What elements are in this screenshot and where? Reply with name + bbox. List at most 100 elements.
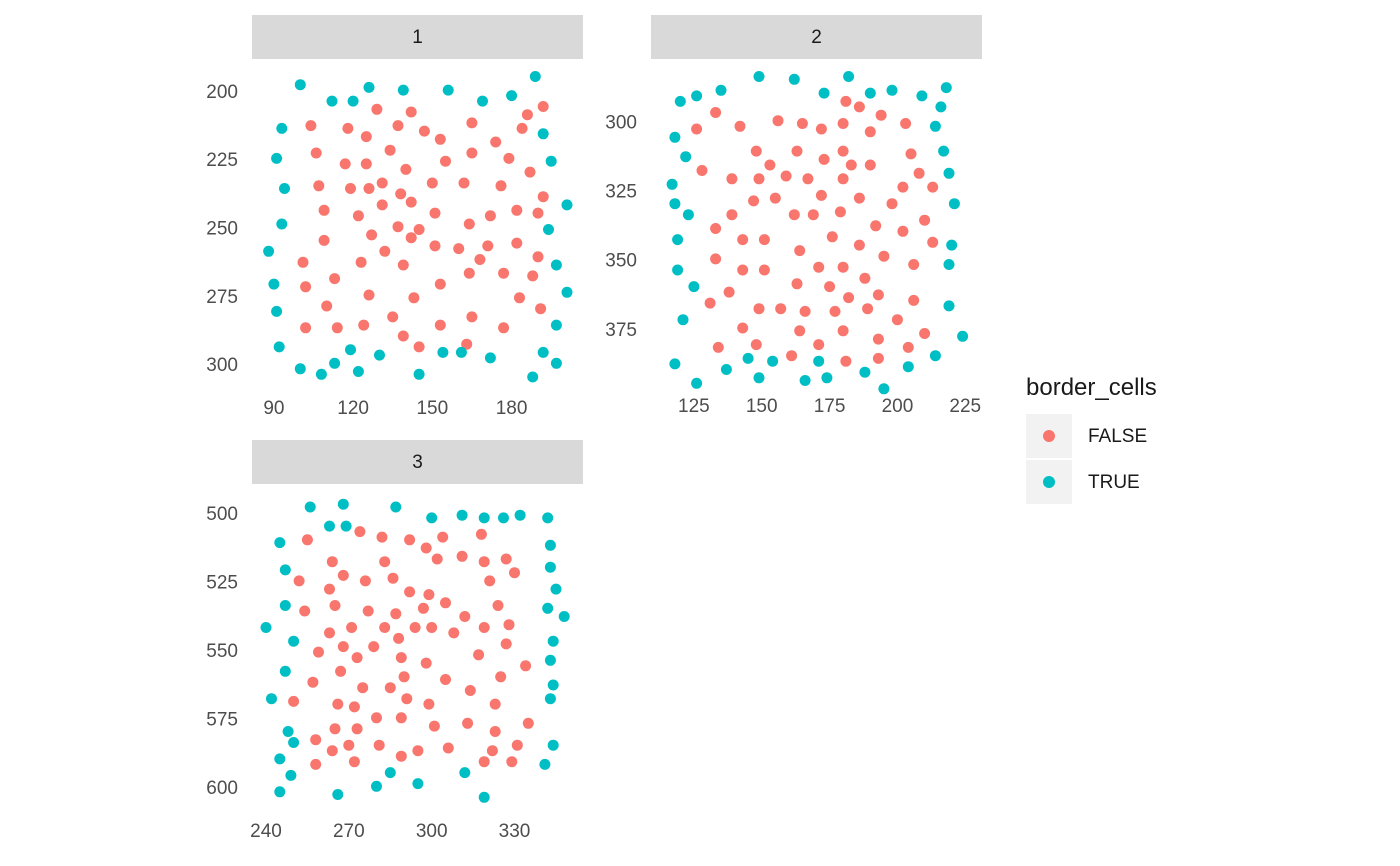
point-border-false: [704, 297, 716, 309]
point-border-true: [788, 73, 800, 85]
point-border-false: [434, 133, 446, 145]
point-border-true: [940, 82, 952, 94]
point-border-false: [511, 237, 523, 249]
point-border-true: [288, 737, 300, 748]
point-border-false: [818, 153, 830, 165]
legend-key-false-point: [1043, 430, 1055, 442]
point-border-false: [426, 622, 438, 633]
point-border-false: [495, 180, 507, 192]
point-border-true: [274, 753, 286, 765]
point-border-false: [307, 676, 319, 688]
point-border-true: [943, 300, 955, 312]
point-border-false: [442, 742, 454, 754]
point-border-true: [390, 501, 402, 513]
point-border-true: [412, 778, 424, 790]
point-border-true: [477, 95, 488, 107]
point-border-false: [837, 325, 849, 337]
point-border-false: [301, 534, 313, 546]
point-border-false: [758, 264, 770, 276]
point-border-true: [285, 769, 297, 781]
point-border-false: [310, 147, 322, 159]
point-border-false: [363, 289, 375, 301]
point-border-true: [288, 635, 300, 647]
point-border-false: [417, 602, 429, 614]
point-border-true: [542, 602, 554, 614]
point-border-false: [321, 300, 333, 312]
point-border-false: [737, 234, 749, 246]
point-border-false: [726, 209, 738, 221]
point-border-false: [478, 622, 490, 633]
point-border-true: [843, 71, 855, 82]
y-tick-label: 225: [206, 150, 238, 171]
facet-strip-label: 2: [811, 27, 822, 48]
point-border-false: [908, 294, 920, 306]
point-border-false: [332, 698, 344, 710]
point-border-false: [393, 632, 405, 644]
point-border-false: [429, 207, 441, 219]
point-border-true: [902, 361, 914, 373]
point-border-false: [509, 567, 520, 579]
point-border-true: [669, 358, 681, 370]
point-border-true: [279, 564, 291, 576]
point-border-true: [260, 622, 272, 633]
point-border-false: [379, 622, 391, 633]
point-border-true: [268, 278, 280, 290]
point-border-false: [413, 224, 425, 235]
point-border-false: [392, 221, 404, 233]
point-border-false: [420, 542, 432, 554]
facet-strip-1: [252, 15, 583, 59]
point-border-false: [864, 126, 876, 138]
point-border-false: [409, 622, 421, 633]
point-border-true: [279, 665, 291, 677]
point-border-false: [288, 695, 300, 707]
point-border-false: [750, 339, 762, 351]
point-border-false: [297, 256, 309, 268]
facet-panel-3: 3 500 525 550 575 600 240 270 300 330: [206, 440, 583, 842]
point-border-false: [859, 272, 871, 284]
point-border-false: [466, 147, 478, 159]
y-tick-label: 300: [206, 355, 238, 376]
x-tick-label: 120: [337, 398, 369, 419]
point-border-false: [862, 303, 874, 315]
facet-panels: 1 200 225 250 275 300 90 120 150 180 2 300 325 350 375…: [206, 15, 982, 842]
point-border-true: [544, 561, 556, 573]
point-border-true: [691, 377, 703, 389]
point-border-true: [455, 346, 467, 358]
point-border-false: [853, 239, 865, 251]
point-border-false: [326, 745, 338, 757]
point-border-false: [387, 572, 399, 584]
point-border-false: [891, 314, 903, 326]
point-border-true: [371, 780, 382, 792]
point-border-false: [802, 173, 814, 185]
point-border-false: [359, 575, 371, 587]
point-border-false: [710, 223, 722, 234]
point-border-true: [478, 791, 490, 803]
point-border-false: [395, 712, 407, 724]
point-border-false: [535, 303, 547, 315]
point-border-false: [355, 256, 367, 268]
point-border-false: [431, 553, 443, 565]
legend-label-false: FALSE: [1088, 426, 1147, 447]
point-border-false: [794, 245, 806, 257]
point-border-false: [780, 170, 792, 182]
legend-label-true: TRUE: [1088, 472, 1140, 493]
point-border-false: [418, 125, 430, 137]
point-border-false: [354, 526, 366, 538]
point-border-true: [271, 152, 283, 164]
point-border-false: [352, 210, 364, 222]
point-border-false: [748, 195, 760, 207]
point-border-false: [490, 136, 502, 148]
point-border-true: [271, 305, 283, 317]
point-border-false: [400, 163, 412, 175]
point-border-false: [897, 225, 909, 237]
point-border-true: [266, 693, 277, 705]
point-border-true: [537, 128, 549, 140]
point-border-false: [434, 278, 446, 290]
point-border-false: [913, 167, 925, 179]
point-border-false: [537, 101, 549, 112]
point-border-false: [872, 333, 884, 345]
point-border-false: [392, 120, 404, 132]
point-border-false: [498, 322, 510, 334]
point-border-false: [440, 597, 451, 609]
point-border-true: [529, 71, 541, 82]
